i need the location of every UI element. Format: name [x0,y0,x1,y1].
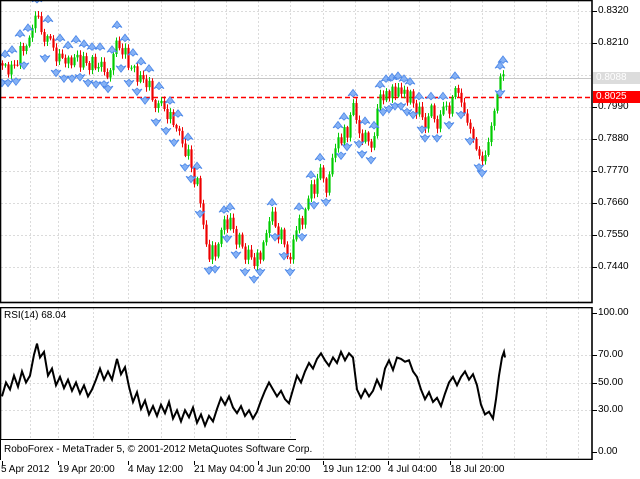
time-tick-label: 19 Apr 20:00 [58,464,115,475]
time-tick-label: 4 Jun 20:00 [258,464,311,475]
rsi-indicator-label: RSI(14) 68.04 [4,310,67,321]
copyright-text: RoboForex - MetaTrader 5, © 2001-2012 Me… [1,439,312,460]
time-tick [450,461,451,465]
rsi-tick-label: 50.00 [598,377,624,388]
support-price-label: 0.8025 [593,91,640,103]
time-tick [388,461,389,465]
rsi-tick-label: 100.00 [598,307,629,318]
time-tick [258,461,259,465]
time-tick [2,461,3,465]
candles [1,11,505,271]
candlestick-plot[interactable] [0,0,640,304]
price-tick-label: 0.8210 [598,37,629,48]
current-price-label: 0.8088 [593,72,640,84]
price-tick-label: 0.7990 [598,101,629,112]
rsi-plot[interactable] [0,307,640,460]
time-tick-label: 18 Jul 20:00 [450,464,505,475]
price-tick-label: 0.7440 [598,261,629,272]
time-tick-label: 21 May 04:00 [194,464,255,475]
rsi-tick-label: 30.00 [598,404,624,415]
price-tick-label: 0.7880 [598,133,629,144]
time-tick-label: 4 May 12:00 [128,464,184,475]
price-tick-label: 0.8320 [598,5,629,16]
time-tick [323,461,324,465]
price-tick-label: 0.7660 [598,197,629,208]
time-tick [58,461,59,465]
time-tick-label: 5 Apr 2012 [1,464,50,475]
rsi-tick-label: 0.00 [598,446,618,457]
time-tick-label: 4 Jul 04:00 [388,464,437,475]
price-tick-label: 0.7770 [598,165,629,176]
time-tick [128,461,129,465]
fractal-arrows [0,0,509,284]
price-tick-label: 0.7550 [598,229,629,240]
rsi-tick-label: 70.00 [598,349,624,360]
time-tick [194,461,195,465]
time-tick-label: 19 Jun 12:00 [323,464,381,475]
